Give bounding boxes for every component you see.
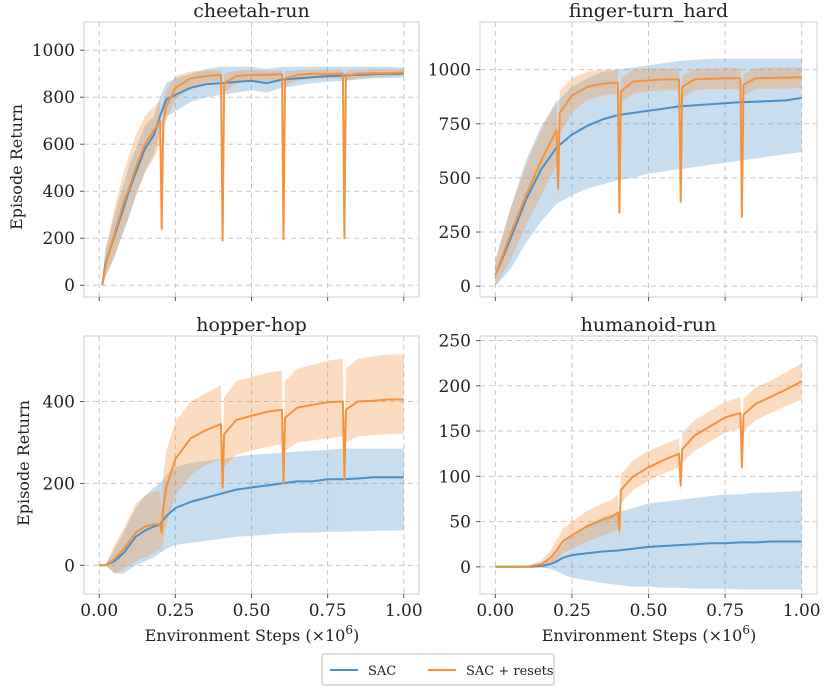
y-tick-label-3-4: 200 [439,377,471,397]
x-tick-label-2-0: 0.00 [80,601,118,621]
panel-title-0: cheetah-run [193,0,310,22]
y-tick-label-3-3: 150 [439,422,471,442]
y-tick-label-1-3: 750 [439,115,471,135]
panel-1: 0 250 500 750 1000 finger-turn_hard [428,0,818,301]
panel-3: 0.00 0.25 0.50 0.75 1.00 0 50 100 150 200 250 human… [439,314,821,621]
x-tick-label-3-3: 0.75 [706,601,744,621]
legend: SAC SAC + resets [321,653,555,686]
x-axis-label-left-main: Environment Steps (×10 [145,626,346,645]
y-tick-label-3-2: 100 [439,467,471,487]
y-axis-label-bottom: Episode Return [14,400,33,526]
x-tick-label-3-2: 0.50 [630,601,668,621]
y-tick-label-2-2: 400 [43,393,75,413]
y-tick-label-0-1: 200 [43,229,75,249]
series-line-3-0 [495,540,802,568]
legend-label-sac: SAC [368,664,396,679]
x-axis-label-left-close: ) [353,626,359,645]
y-tick-label-0-3: 600 [43,135,75,155]
x-axis-label-right: Environment Steps (×106) [542,623,756,645]
x-axis-label-left: Environment Steps (×106) [145,623,359,645]
panel-title-1: finger-turn_hard [569,0,728,22]
y-tick-label-3-5: 250 [439,332,471,352]
y-tick-label-3-1: 50 [449,513,471,533]
series-band-3-0 [495,490,802,590]
y-tick-label-0-4: 800 [43,88,75,108]
x-axis-label-right-exp: 6 [742,623,750,637]
panels-layer: 02004006008001000cheetah-run025050075010… [32,0,821,621]
series-band-2-1 [99,354,404,574]
y-tick-label-0-0: 0 [64,276,75,296]
y-tick-label-0-5: 1000 [32,41,75,61]
panel-0: 0 200 400 600 800 1000 cheetah-run [32,0,420,301]
series-line-1-1 [494,76,802,276]
y-tick-label-3-0: 0 [460,558,471,578]
x-tick-label-2-4: 1.00 [385,601,423,621]
x-tick-label-3-1: 0.25 [553,601,591,621]
x-tick-label-3-4: 1.00 [783,601,821,621]
panel-title-3: humanoid-run [581,314,717,336]
x-tick-label-2-2: 0.50 [233,601,271,621]
panel-title-2: hopper-hop [196,314,307,336]
x-axis-label-right-main: Environment Steps (×10 [542,626,743,645]
x-tick-label-3-0: 0.00 [476,601,514,621]
series-line-3-1 [495,380,803,568]
x-axis-label-left-exp: 6 [345,623,353,637]
y-tick-label-1-2: 500 [439,169,471,189]
series-line-1-0 [494,96,802,276]
panel-2: 0.00 0.25 0.50 0.75 1.00 0 200 400 hopper-hop [43,314,423,621]
y-tick-label-0-2: 400 [43,182,75,202]
series-band-3-1 [495,363,802,567]
x-axis-label-right-close: ) [750,626,756,645]
legend-label-resets: SAC + resets [466,664,554,679]
y-tick-label-1-1: 250 [439,223,471,243]
y-axis-label-top: Episode Return [7,104,26,230]
y-tick-label-1-4: 1000 [428,61,471,81]
y-tick-label-2-0: 0 [64,556,75,576]
y-tick-label-2-1: 200 [43,474,75,494]
series-line-0-1 [101,71,404,286]
series-line-2-0 [99,476,404,567]
series-band-1-0 [495,58,802,287]
x-tick-label-2-3: 0.75 [309,601,347,621]
x-tick-label-2-1: 0.25 [156,601,194,621]
series-line-2-1 [99,398,404,567]
y-tick-label-1-0: 0 [460,277,471,297]
